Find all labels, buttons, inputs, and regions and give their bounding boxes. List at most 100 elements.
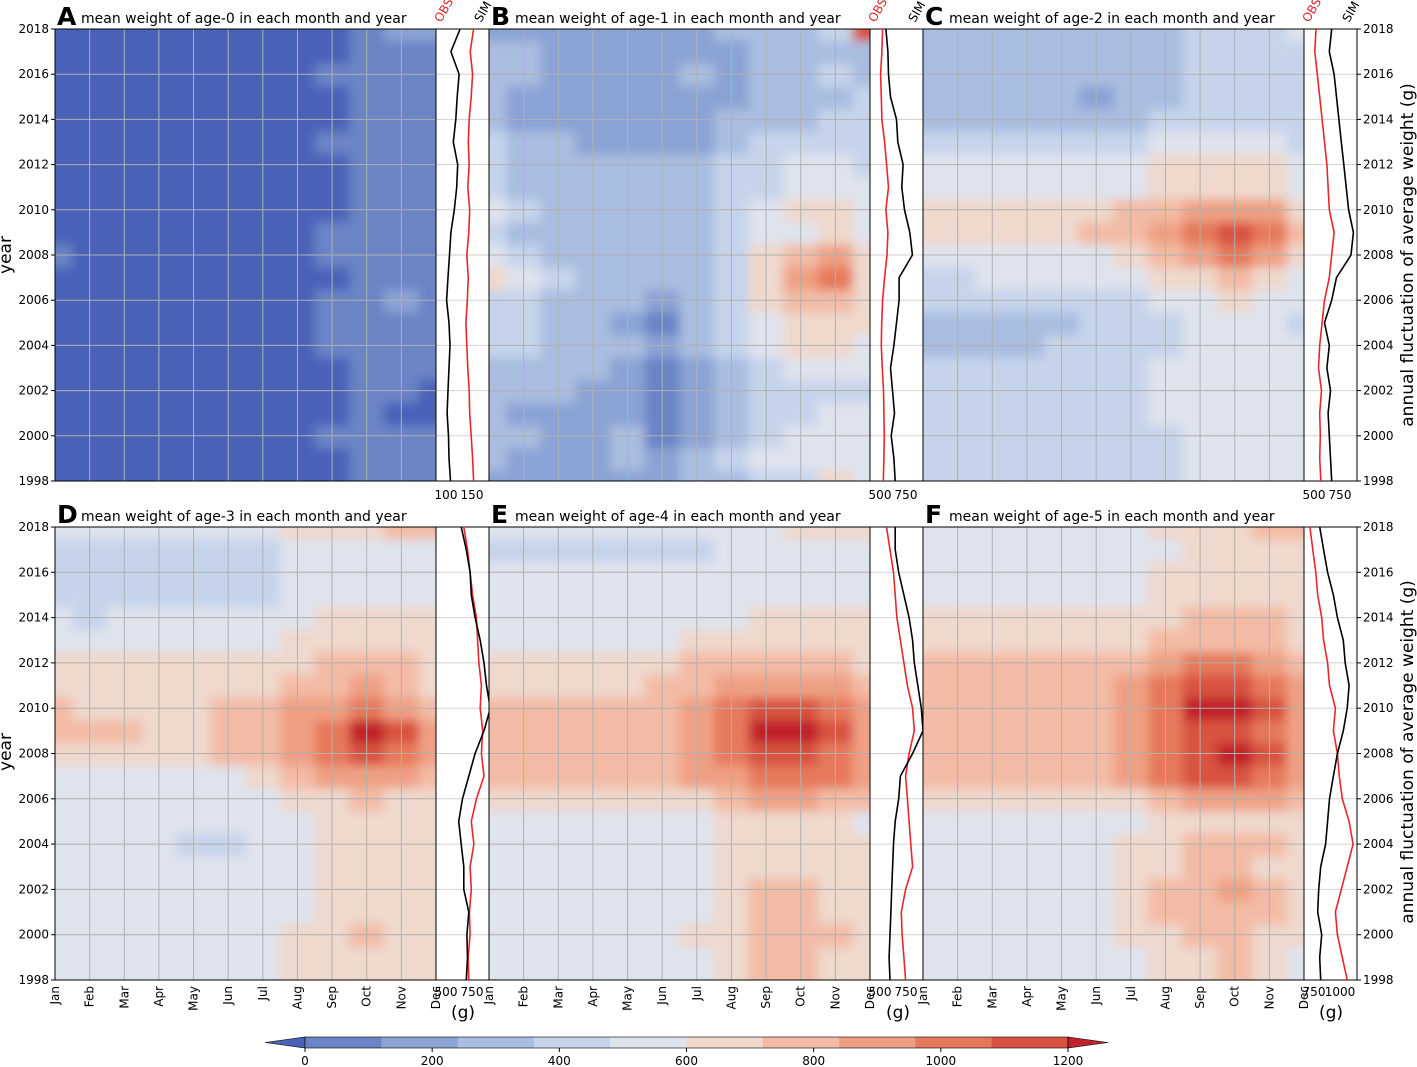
year-tick-label: 2014 [1363,112,1394,126]
heatmap-cell [975,628,1011,653]
heatmap-cell [1286,764,1304,789]
heatmap-cell [644,968,681,980]
heatmap-cell [1078,855,1115,879]
colorbar-tick-label: 0 [301,1054,309,1067]
year-tick-label: 2018 [18,22,49,36]
heatmap-cell [107,583,143,608]
heatmap-cell [748,221,785,245]
heatmap-cell [852,266,870,290]
year-tick-label: 2016 [1363,565,1394,579]
panel-letter: A [57,2,77,31]
heatmap-cell [923,175,942,200]
month-tick-label: Sep [325,986,339,1009]
heatmap-cell [1182,900,1219,925]
month-tick-label: Mar [117,986,131,1009]
heatmap-cell [1078,469,1115,481]
heatmap-cell [541,674,577,698]
heatmap-cell [1182,628,1219,653]
heatmap-cell [1182,85,1219,110]
heatmap-cell [644,447,681,471]
panel-letter: C [925,2,943,31]
heatmap-cell [1182,968,1219,980]
heatmap-cell [852,447,870,471]
heatmap-cell [1182,356,1219,381]
year-tick-label: 2014 [18,112,49,126]
heatmap-cell [923,538,942,562]
obs-line [879,28,890,482]
heatmap-cell [975,221,1011,245]
heatmap-cell [1078,583,1115,608]
year-tick-label: 2000 [18,429,49,443]
heatmap-cell [418,311,436,336]
year-tick-label: 2018 [1363,22,1394,36]
year-tick-label: 2008 [18,747,49,761]
year-tick-label: 2000 [1363,429,1394,443]
colorbar-tick-label: 1200 [1053,1054,1084,1067]
heatmap-cell [210,674,247,698]
heatmap-cell [418,334,436,358]
heatmap-cell [418,538,436,562]
heatmap-cell [923,29,942,42]
heatmap-cell [975,356,1011,381]
heatmap-cell [314,29,351,42]
heatmap-cell [748,334,785,358]
heatmap-cell [1182,527,1219,540]
heatmap-cell [1286,447,1304,471]
heatmap-cell [210,447,247,471]
heatmap-cell [923,469,942,481]
heatmap-cell [975,946,1011,970]
heatmap-cell [852,356,870,381]
heatmap-cell [55,130,74,155]
colorbar-segment [305,1037,382,1048]
heatmap-cell [210,855,247,879]
heatmap-cell [210,85,247,110]
heatmap-cell [1182,401,1219,426]
heatmap-cell [852,175,870,200]
heatmap-cell [975,764,1011,789]
colorbar-segment [533,1037,611,1048]
heatmap-cell [923,40,942,64]
heatmap-cell [210,719,247,744]
heatmap-cell [852,29,870,42]
month-tick-label: Dec [1297,986,1311,1009]
heatmap-cell [314,175,351,200]
heatmap-cell [1286,401,1304,426]
heatmap-cell [107,674,143,698]
year-tick-label: 2002 [18,384,49,398]
month-tick-label: May [621,986,635,1011]
heatmap-cell [852,221,870,245]
heatmap-cell [55,175,74,200]
sim-label: SIM [1339,0,1362,24]
year-tick-label: 2012 [1363,158,1394,172]
heatmap-cell [541,447,577,471]
year-tick-label: 1998 [1363,474,1394,488]
heatmap-cell [418,719,436,744]
heatmap-cell [1286,628,1304,653]
month-tick-label: Jun [655,986,669,1006]
heatmap-cell [644,266,681,290]
heatmap-cell [975,311,1011,336]
heatmap-cell [55,628,74,653]
heatmap-cell [418,968,436,980]
heatmap-cell [418,85,436,110]
month-tick-label: May [187,986,201,1011]
heatmap-cell [644,946,681,970]
sim-line [1316,526,1350,981]
month-tick-label: Apr [586,986,600,1007]
year-tick-label: 2010 [1363,203,1394,217]
heatmap-cell [541,583,577,608]
heatmap-cell [923,334,942,358]
heatmap-cell [541,40,577,64]
side-x-label-f: (g) [1319,1003,1343,1023]
month-tick-label: Feb [517,986,531,1007]
heatmap-cell [210,221,247,245]
panel-title: mean weight of age-3 in each month and y… [81,509,407,525]
heatmap-cell [541,538,577,562]
heatmap-cell [1286,946,1304,970]
heatmap-cell [314,40,351,64]
heatmap-cell [748,469,785,481]
heatmap-cell [210,40,247,64]
heatmap-cell [107,810,143,834]
heatmap-cell [541,401,577,426]
